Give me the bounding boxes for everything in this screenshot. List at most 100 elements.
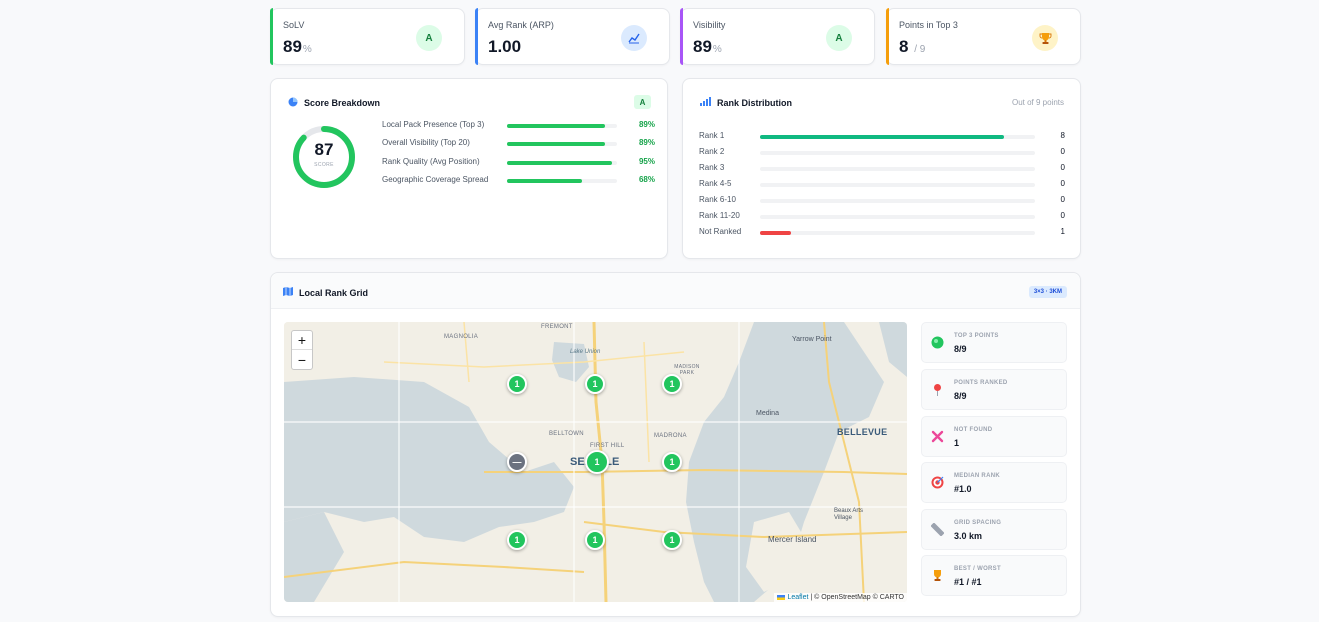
distribution-count: 0: [1060, 179, 1065, 188]
breakdown-track: [507, 179, 617, 183]
ruler-icon: [931, 523, 944, 536]
map-label-madrona: MADRONA: [654, 433, 687, 439]
stat-label: GRID SPACING: [954, 520, 1002, 526]
trophy-icon: [1032, 25, 1058, 51]
breakdown-track: [507, 161, 617, 165]
kpi-card-solv: SoLV 89% A: [270, 8, 465, 65]
breakdown-label: Local Pack Presence (Top 3): [382, 120, 485, 129]
map-label-madison-park: MADISON PARK: [674, 364, 700, 376]
breakdown-fill: [507, 124, 605, 128]
section-title: Score Breakdown: [304, 98, 381, 108]
local-rank-grid-card: Local Rank Grid 3×3 · 3KM: [270, 272, 1081, 617]
stat-label: BEST / WORST: [954, 566, 1001, 572]
distribution-label: Rank 1: [699, 131, 725, 140]
local-rank-grid-header: Local Rank Grid: [283, 287, 368, 298]
distribution-count: 0: [1060, 163, 1065, 172]
stat-value: #1.0: [954, 484, 972, 494]
stat-label: TOP 3 POINTS: [954, 333, 999, 339]
stat-points-ranked: POINTS RANKED 8/9: [921, 369, 1067, 410]
breakdown-track: [507, 124, 617, 128]
distribution-fill: [760, 135, 1005, 139]
kpi-card-top3: Points in Top 3 8 / 9: [886, 8, 1081, 65]
kpi-value: 8 / 9: [899, 37, 1068, 57]
map-attribution: Leaflet | © OpenStreetMap © CARTO: [774, 593, 907, 602]
leaflet-link[interactable]: Leaflet: [787, 594, 809, 601]
grid-header-bar: [271, 273, 1080, 309]
kpi-label: Avg Rank (ARP): [488, 20, 554, 30]
stat-label: MEDIAN RANK: [954, 473, 1000, 479]
zoom-out-button[interactable]: −: [297, 351, 307, 368]
target-icon: [931, 476, 944, 489]
kpi-label: SoLV: [283, 20, 305, 30]
breakdown-row: Geographic Coverage Spread 68%: [382, 175, 655, 187]
rank-pin-not-found[interactable]: —: [507, 452, 527, 472]
zoom-in-button[interactable]: +: [292, 331, 312, 350]
distribution-track: [760, 183, 1035, 187]
score-breakdown-header: Score Breakdown: [288, 97, 380, 109]
stat-value: 8/9: [954, 344, 967, 354]
map-label-medina: Medina: [756, 410, 779, 417]
attribution-text: | © OpenStreetMap © CARTO: [810, 594, 904, 601]
distribution-count: 0: [1060, 211, 1065, 220]
rank-pin[interactable]: 1: [662, 452, 682, 472]
breakdown-percent: 68%: [638, 175, 655, 184]
distribution-count: 0: [1060, 147, 1065, 156]
breakdown-fill: [507, 142, 605, 146]
distribution-count: 1: [1060, 227, 1065, 236]
kpi-accent: [475, 8, 478, 65]
kpi-value: 1.00: [488, 37, 657, 57]
stat-median-rank: MEDIAN RANK #1.0: [921, 462, 1067, 503]
stat-label: POINTS RANKED: [954, 380, 1008, 386]
breakdown-label: Rank Quality (Avg Position): [382, 157, 480, 166]
distribution-row: Rank 6-10 0: [699, 195, 1065, 207]
breakdown-percent: 89%: [638, 120, 655, 129]
rank-pin[interactable]: 1: [507, 374, 527, 394]
stat-label: NOT FOUND: [954, 427, 993, 433]
map-label-fremont: FREMONT: [541, 324, 573, 330]
distribution-track: [760, 215, 1035, 219]
rank-pin[interactable]: 1: [662, 374, 682, 394]
breakdown-row: Rank Quality (Avg Position) 95%: [382, 157, 655, 169]
rank-pin[interactable]: 1: [585, 530, 605, 550]
grid-size-badge: 3×3 · 3KM: [1028, 286, 1067, 298]
rank-pin[interactable]: 1: [585, 450, 609, 474]
stat-top3-points: TOP 3 POINTS 8/9: [921, 322, 1067, 363]
breakdown-label: Overall Visibility (Top 20): [382, 138, 470, 147]
green-circle-icon: [931, 336, 944, 349]
rank-map[interactable]: MAGNOLIA FREMONT Lake Union MADISON PARK…: [284, 322, 907, 602]
kpi-value: 89%: [693, 37, 862, 57]
kpi-unit: %: [712, 44, 722, 55]
distribution-label: Rank 6-10: [699, 195, 736, 204]
map-label-yarrow-point: Yarrow Point: [792, 336, 832, 343]
breakdown-row: Local Pack Presence (Top 3) 89%: [382, 120, 655, 132]
rank-pin[interactable]: 1: [507, 530, 527, 550]
stat-value: 8/9: [954, 391, 967, 401]
rank-pin[interactable]: 1: [662, 530, 682, 550]
chart-icon: [621, 25, 647, 51]
distribution-row: Rank 4-5 0: [699, 179, 1065, 191]
kpi-label: Visibility: [693, 20, 726, 30]
map-icon: [283, 287, 293, 298]
distribution-row: Not Ranked 1: [699, 227, 1065, 239]
kpi-number: 89: [693, 37, 712, 56]
kpi-label: Points in Top 3: [899, 20, 958, 30]
breakdown-fill: [507, 179, 582, 183]
zoom-control: + −: [291, 330, 313, 370]
section-title: Rank Distribution: [717, 97, 793, 108]
map-label-magnolia: MAGNOLIA: [444, 334, 479, 340]
distribution-row: Rank 1 8: [699, 131, 1065, 143]
signal-bars-icon: [700, 97, 711, 108]
map-label-belltown: BELLTOWN: [549, 431, 584, 437]
kpi-card-avg-rank: Avg Rank (ARP) 1.00: [475, 8, 670, 65]
cross-icon: [931, 430, 944, 443]
kpi-number: 8: [899, 37, 909, 56]
kpi-value: 89%: [283, 37, 452, 57]
score-breakdown-card: Score Breakdown A 87 SCORE Local Pack Pr…: [270, 78, 668, 259]
grade-badge: A: [826, 25, 852, 51]
rank-pin[interactable]: 1: [585, 374, 605, 394]
kpi-accent: [886, 8, 889, 65]
distribution-track: [760, 231, 1035, 235]
map-label-beaux-arts: Beaux Arts Village: [834, 508, 864, 521]
map-label-mercer-island: Mercer Island: [768, 535, 817, 544]
